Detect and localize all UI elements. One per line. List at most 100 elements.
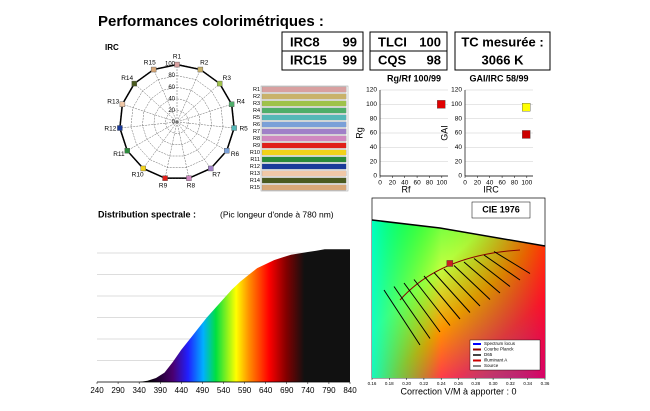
x-tick-label: 440 bbox=[175, 386, 189, 395]
x-tick-label: 20 bbox=[474, 180, 482, 187]
x-tick-label: 0 bbox=[463, 180, 467, 187]
y-tick-label: 40 bbox=[370, 144, 378, 151]
y-tick-label: 40 bbox=[455, 144, 463, 151]
x-tick-label: 290 bbox=[111, 386, 125, 395]
y-tick-label: 100 bbox=[366, 101, 377, 108]
bar-label: R12 bbox=[250, 164, 260, 170]
isotherm bbox=[483, 254, 521, 281]
metric-box bbox=[454, 31, 551, 71]
legend-label: Courbe Planck bbox=[484, 347, 514, 352]
radar-label: R6 bbox=[231, 151, 240, 158]
metric-value: 99 bbox=[343, 34, 357, 49]
x-tick-label: 40 bbox=[486, 180, 494, 187]
point bbox=[522, 102, 531, 112]
x-tick-label: 690 bbox=[280, 386, 294, 395]
radar-point bbox=[150, 66, 157, 73]
x-tick-label: 80 bbox=[511, 180, 519, 187]
radar-label: R3 bbox=[223, 75, 232, 82]
isotherm bbox=[393, 286, 431, 339]
radar-grid bbox=[130, 75, 224, 168]
bar bbox=[261, 86, 347, 93]
isotherm bbox=[463, 261, 501, 294]
y-tick-label: 80 bbox=[370, 115, 378, 122]
bar-label: R2 bbox=[253, 94, 260, 100]
x-tick-label: 340 bbox=[132, 386, 146, 395]
x-tick-label: 100 bbox=[521, 180, 532, 187]
point bbox=[522, 130, 531, 139]
x-tick-label: 790 bbox=[322, 386, 336, 395]
y-tick-label: 120 bbox=[366, 87, 377, 94]
radar-point bbox=[186, 175, 192, 181]
radar-tick-label: 100 bbox=[165, 62, 176, 68]
x-tick-label: 0.26 bbox=[454, 381, 463, 386]
metric-label: CQS bbox=[378, 52, 407, 67]
bar-label: R4 bbox=[253, 108, 260, 114]
bar-label: R3 bbox=[253, 101, 260, 107]
x-tick-label: 0.32 bbox=[506, 381, 515, 386]
spectrum-area bbox=[97, 249, 350, 382]
radar-grid bbox=[142, 86, 212, 157]
radar-point bbox=[140, 165, 146, 172]
x-tick-label: 390 bbox=[154, 386, 168, 395]
radar-label: R15 bbox=[144, 59, 156, 66]
bar bbox=[261, 114, 347, 121]
legend-swatch bbox=[473, 359, 481, 362]
radar-spoke bbox=[142, 121, 178, 170]
isotherm bbox=[423, 275, 461, 320]
x-tick-label: 0.20 bbox=[402, 381, 411, 386]
legend-label: Illuminant A bbox=[484, 358, 507, 363]
bar-label: R6 bbox=[253, 122, 260, 128]
y-tick-label: 20 bbox=[455, 158, 463, 165]
x-tick-label: 740 bbox=[301, 386, 315, 395]
radar-tick-label: 40 bbox=[168, 96, 175, 102]
x-tick-label: 540 bbox=[217, 386, 231, 395]
y-label: Rg bbox=[354, 127, 364, 139]
radar-spoke bbox=[176, 83, 221, 123]
bar bbox=[261, 156, 347, 163]
chart-title: GAI/IRC 58/99 bbox=[469, 73, 528, 83]
radar-spoke bbox=[164, 121, 178, 179]
radar-label: R13 bbox=[107, 99, 119, 106]
bar bbox=[261, 170, 347, 177]
bar-label: R8 bbox=[253, 136, 260, 142]
bar bbox=[261, 107, 347, 114]
x-tick-label: 240 bbox=[90, 386, 104, 395]
radar-label: R4 bbox=[237, 99, 246, 106]
radar-spoke bbox=[176, 121, 228, 152]
isotherm bbox=[413, 279, 451, 326]
x-label: IRC bbox=[483, 184, 499, 194]
radar-point bbox=[162, 175, 168, 181]
radar-tick-label: 80 bbox=[168, 73, 175, 79]
bar bbox=[261, 142, 347, 149]
metric-label: IRC8 bbox=[290, 34, 320, 49]
bar bbox=[261, 128, 347, 135]
x-label: Rf bbox=[402, 184, 411, 194]
metric-text: TC mesurée : bbox=[461, 34, 543, 49]
y-tick-label: 60 bbox=[455, 130, 463, 137]
metric-text: 3066 K bbox=[482, 52, 525, 67]
bar-frame bbox=[260, 85, 349, 192]
chart-title: CIE 1976 bbox=[482, 204, 520, 214]
spectrum-locus bbox=[371, 219, 546, 247]
radar-label: R14 bbox=[121, 75, 133, 82]
radar-spoke bbox=[176, 121, 190, 179]
chart-title: Distribution spectrale : bbox=[98, 209, 196, 219]
metric-label: TLCI bbox=[378, 34, 407, 49]
radar-label: R2 bbox=[200, 59, 209, 66]
bar-label: R1 bbox=[253, 87, 260, 93]
radar-spoke bbox=[176, 121, 235, 129]
bar bbox=[261, 163, 347, 170]
legend-label: Spectrum locus bbox=[484, 341, 516, 346]
radar-spoke bbox=[121, 103, 178, 123]
radar-line bbox=[119, 63, 235, 179]
isotherm bbox=[383, 289, 421, 346]
x-tick-label: 100 bbox=[436, 180, 447, 187]
bar-label: R11 bbox=[250, 157, 260, 163]
y-tick-label: 60 bbox=[370, 130, 378, 137]
chart-subtitle: (Pic longeur d'onde à 780 nm) bbox=[220, 209, 334, 219]
title-box bbox=[471, 201, 531, 219]
x-tick-label: 40 bbox=[401, 180, 409, 187]
x-tick-label: 0 bbox=[378, 180, 382, 187]
radar-grid bbox=[165, 110, 189, 134]
isotherm bbox=[493, 251, 531, 274]
